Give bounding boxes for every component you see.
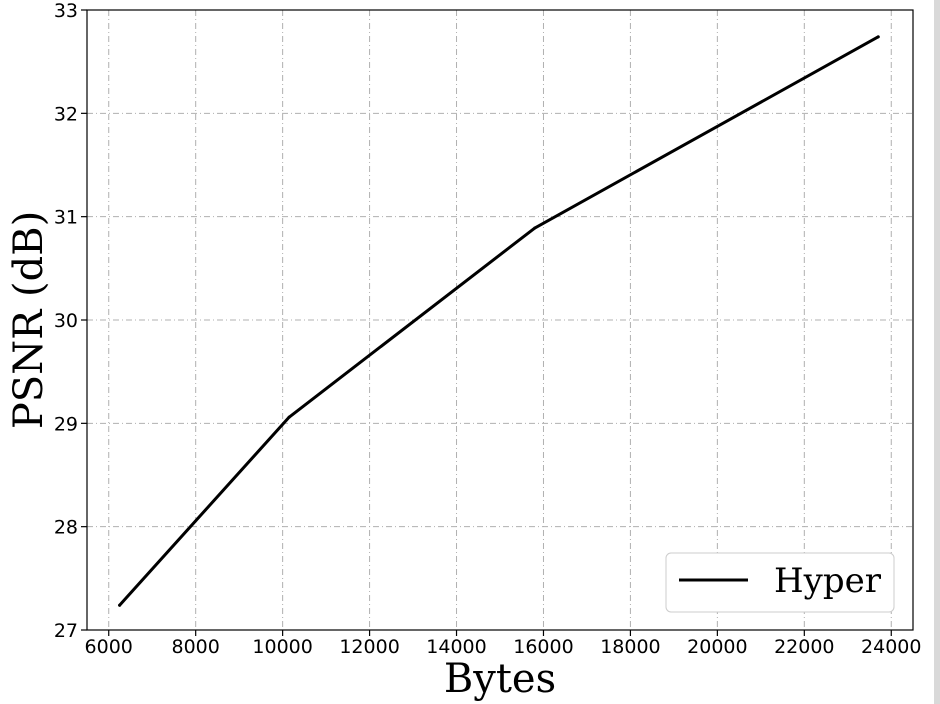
y-tick-label: 31 bbox=[54, 207, 78, 229]
data-point bbox=[533, 226, 537, 230]
series-line-hyper bbox=[118, 35, 880, 607]
y-tick-label: 29 bbox=[54, 413, 78, 435]
y-tick-label: 30 bbox=[54, 310, 78, 332]
data-point bbox=[118, 603, 122, 607]
x-axis-label: Bytes bbox=[444, 656, 556, 702]
x-tick-label: 18000 bbox=[600, 636, 660, 658]
x-tick-label: 8000 bbox=[172, 636, 220, 658]
x-tick-label: 6000 bbox=[85, 636, 133, 658]
x-tick-label: 16000 bbox=[513, 636, 573, 658]
x-tick-label: 24000 bbox=[861, 636, 921, 658]
x-tick-label: 14000 bbox=[426, 636, 486, 658]
y-tick-label: 28 bbox=[54, 517, 78, 539]
ticks: 6000 8000 10000 12000 14000 16000 18000 20000 22… bbox=[54, 0, 922, 658]
grid bbox=[87, 9, 913, 631]
data-point bbox=[876, 35, 880, 39]
y-axis-label: PSNR (dB) bbox=[6, 211, 52, 429]
legend-box bbox=[665, 552, 895, 613]
data-point bbox=[287, 415, 291, 419]
window-edge bbox=[934, 0, 940, 704]
x-tick-label: 12000 bbox=[339, 636, 399, 658]
legend: Hyper bbox=[665, 552, 895, 613]
y-tick-label: 32 bbox=[54, 103, 78, 125]
x-tick-label: 20000 bbox=[687, 636, 747, 658]
y-tick-label: 33 bbox=[54, 0, 78, 22]
y-tick-label: 27 bbox=[54, 620, 78, 642]
series-layer bbox=[118, 35, 880, 607]
legend-label-hyper: Hyper bbox=[774, 561, 882, 601]
x-tick-label: 10000 bbox=[252, 636, 312, 658]
x-tick-label: 22000 bbox=[774, 636, 834, 658]
